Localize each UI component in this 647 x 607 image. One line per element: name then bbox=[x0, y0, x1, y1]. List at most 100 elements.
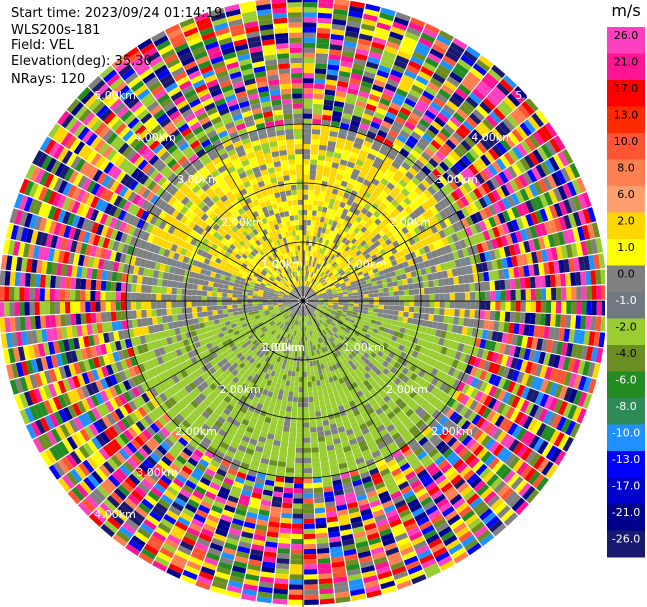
range-gate bbox=[330, 248, 336, 255]
range-gate bbox=[268, 459, 278, 467]
range-gate bbox=[237, 410, 246, 419]
range-gate bbox=[260, 340, 266, 347]
range-gate bbox=[447, 204, 457, 215]
range-gate bbox=[370, 472, 382, 481]
range-gate bbox=[336, 356, 342, 363]
range-gate bbox=[317, 304, 323, 307]
range-gate bbox=[135, 420, 146, 432]
range-gate bbox=[318, 348, 323, 354]
range-gate bbox=[305, 245, 309, 251]
range-gate bbox=[74, 448, 86, 462]
range-gate bbox=[363, 203, 372, 211]
range-gate bbox=[426, 273, 433, 281]
range-gate bbox=[329, 260, 335, 266]
range-gate bbox=[321, 316, 327, 322]
range-gate bbox=[320, 461, 330, 468]
range-gate bbox=[312, 251, 316, 257]
range-gate bbox=[323, 274, 328, 280]
range-gate bbox=[479, 170, 490, 182]
range-gate bbox=[149, 387, 159, 398]
range-gate bbox=[311, 144, 319, 150]
range-gate bbox=[379, 336, 387, 343]
range-gate bbox=[410, 479, 422, 490]
range-gate bbox=[258, 509, 270, 517]
range-gate bbox=[347, 501, 359, 509]
range-gate bbox=[294, 303, 299, 307]
range-gate bbox=[117, 505, 131, 518]
range-gate bbox=[341, 249, 347, 256]
range-gate bbox=[519, 312, 526, 324]
range-gate bbox=[332, 307, 338, 310]
range-gate bbox=[278, 543, 291, 549]
range-gate bbox=[471, 129, 484, 141]
range-gate bbox=[485, 301, 491, 311]
range-gate bbox=[547, 234, 556, 248]
range-gate bbox=[307, 376, 312, 382]
range-gate bbox=[346, 199, 354, 206]
range-gate bbox=[381, 500, 394, 509]
range-gate bbox=[512, 441, 524, 455]
range-gate bbox=[129, 356, 138, 367]
range-gate bbox=[372, 161, 381, 170]
range-gate bbox=[483, 206, 493, 218]
range-gate bbox=[301, 306, 303, 312]
range-gate bbox=[370, 214, 378, 222]
range-gate bbox=[438, 526, 452, 538]
range-gate bbox=[353, 306, 359, 310]
range-gate bbox=[446, 269, 453, 278]
range-gate bbox=[320, 330, 326, 336]
range-gate bbox=[331, 320, 337, 325]
range-gate bbox=[288, 303, 294, 306]
range-gate bbox=[513, 107, 527, 122]
range-gate bbox=[600, 269, 605, 285]
range-gate bbox=[82, 412, 93, 426]
range-gate bbox=[394, 269, 401, 276]
range-gate bbox=[400, 234, 409, 243]
range-gate bbox=[294, 314, 298, 320]
range-gate bbox=[478, 55, 494, 68]
range-gate bbox=[303, 397, 309, 403]
range-gate bbox=[379, 12, 395, 22]
range-gate bbox=[338, 241, 345, 248]
range-gate bbox=[292, 319, 296, 325]
range-gate bbox=[405, 387, 414, 396]
range-gate bbox=[358, 291, 364, 295]
range-gate bbox=[394, 532, 409, 542]
range-gate bbox=[348, 295, 354, 299]
range-gate bbox=[368, 289, 374, 294]
range-gate bbox=[480, 435, 492, 447]
range-gate bbox=[443, 433, 454, 444]
range-gate bbox=[340, 180, 348, 188]
range-gate bbox=[282, 325, 287, 331]
range-gate bbox=[250, 549, 264, 557]
range-gate bbox=[323, 165, 331, 172]
range-gate bbox=[197, 367, 205, 376]
range-gate bbox=[511, 395, 521, 409]
range-gate bbox=[508, 244, 516, 256]
range-gate bbox=[354, 361, 361, 368]
range-gate bbox=[306, 310, 310, 316]
range-gate bbox=[418, 288, 425, 295]
range-gate bbox=[220, 441, 230, 450]
range-gate bbox=[538, 351, 546, 365]
range-gate bbox=[303, 67, 315, 74]
range-gate bbox=[332, 278, 338, 284]
range-gate bbox=[472, 63, 487, 76]
range-gate bbox=[333, 299, 339, 301]
range-gate bbox=[398, 427, 409, 436]
range-gate bbox=[344, 450, 354, 458]
range-gate bbox=[327, 240, 333, 247]
range-gate bbox=[565, 343, 574, 357]
range-gate bbox=[436, 189, 446, 200]
range-gate bbox=[336, 312, 342, 316]
range-gate bbox=[402, 261, 409, 268]
range-gate bbox=[539, 379, 549, 393]
range-gate bbox=[353, 240, 361, 247]
range-gate bbox=[350, 474, 361, 482]
range-gate bbox=[310, 251, 314, 257]
range-gate bbox=[379, 60, 393, 69]
range-gate bbox=[353, 295, 359, 299]
range-gate bbox=[306, 293, 310, 298]
range-gate bbox=[370, 351, 377, 359]
range-gate bbox=[444, 293, 450, 301]
